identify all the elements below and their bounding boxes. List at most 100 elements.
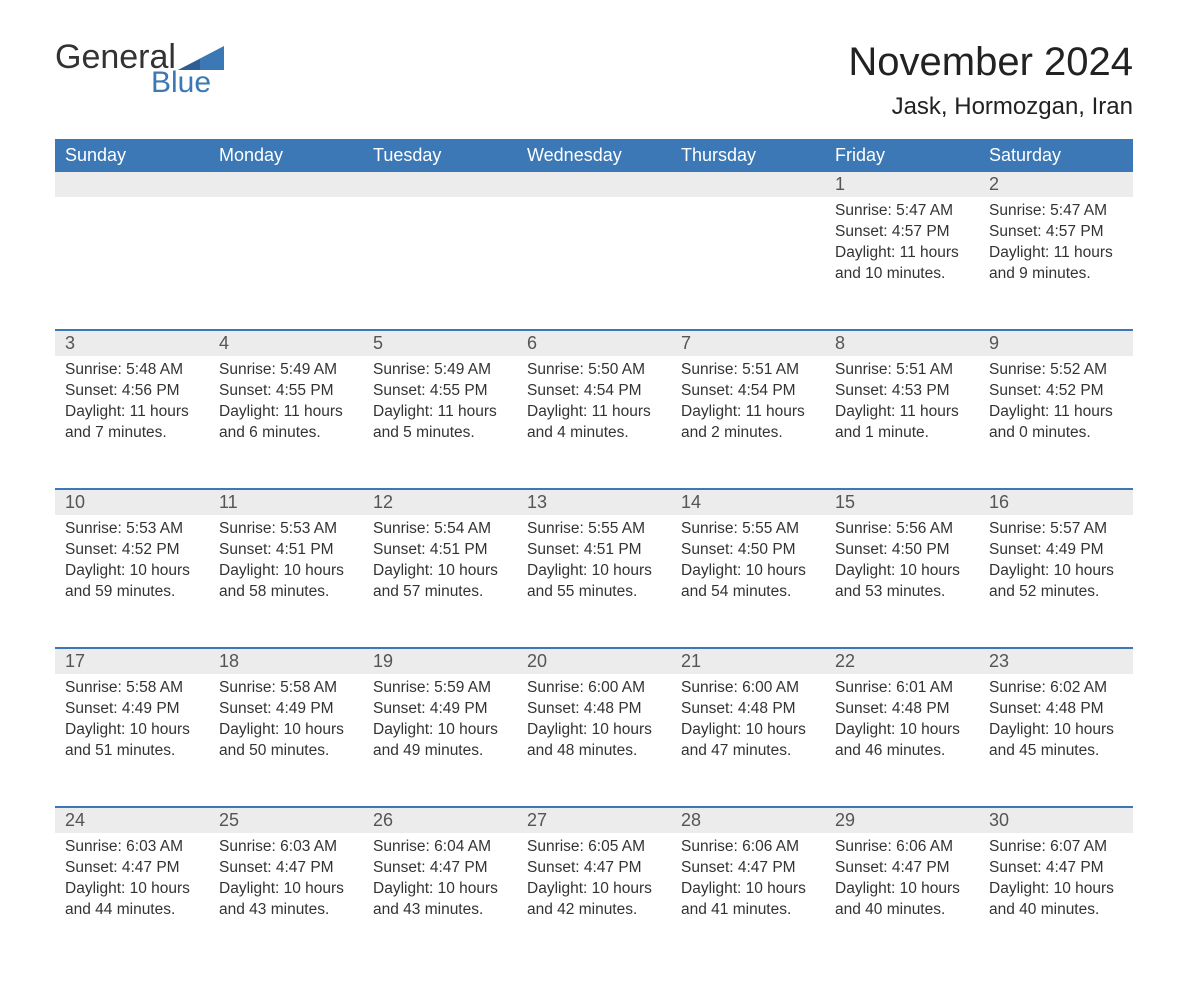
day-details: Sunrise: 5:55 AMSunset: 4:51 PMDaylight:…	[517, 515, 671, 613]
day-number: 23	[979, 647, 1133, 674]
daylight-text: Daylight: 10 hours and 53 minutes.	[835, 561, 969, 603]
day-details: Sunrise: 5:51 AMSunset: 4:54 PMDaylight:…	[671, 356, 825, 454]
day-details: Sunrise: 6:01 AMSunset: 4:48 PMDaylight:…	[825, 674, 979, 772]
day-cell: Sunrise: 5:55 AMSunset: 4:50 PMDaylight:…	[671, 515, 825, 647]
day-cell	[55, 197, 209, 329]
weekday-header-row: Sunday Monday Tuesday Wednesday Thursday…	[55, 139, 1133, 172]
day-cell: Sunrise: 6:01 AMSunset: 4:48 PMDaylight:…	[825, 674, 979, 806]
sunset-text: Sunset: 4:57 PM	[835, 222, 969, 243]
daylight-text: Daylight: 10 hours and 40 minutes.	[989, 879, 1123, 921]
sunrise-text: Sunrise: 6:00 AM	[681, 678, 815, 699]
col-monday: Monday	[209, 139, 363, 172]
day-number-cell	[517, 172, 671, 197]
day-number-cell: 4	[209, 329, 363, 356]
day-number-cell: 20	[517, 647, 671, 674]
day-details: Sunrise: 5:47 AMSunset: 4:57 PMDaylight:…	[979, 197, 1133, 295]
sunrise-text: Sunrise: 6:00 AM	[527, 678, 661, 699]
sunrise-text: Sunrise: 5:51 AM	[835, 360, 969, 381]
day-number: 3	[55, 329, 209, 356]
day-cell: Sunrise: 6:03 AMSunset: 4:47 PMDaylight:…	[209, 833, 363, 965]
day-number-cell: 12	[363, 488, 517, 515]
day-details: Sunrise: 6:03 AMSunset: 4:47 PMDaylight:…	[55, 833, 209, 931]
daylight-text: Daylight: 11 hours and 6 minutes.	[219, 402, 353, 444]
week-daynum-row: 24252627282930	[55, 806, 1133, 833]
day-number: 2	[979, 172, 1133, 197]
sunset-text: Sunset: 4:48 PM	[835, 699, 969, 720]
day-number: 21	[671, 647, 825, 674]
day-number: 8	[825, 329, 979, 356]
daylight-text: Daylight: 10 hours and 41 minutes.	[681, 879, 815, 921]
day-number-cell: 21	[671, 647, 825, 674]
day-number-cell: 28	[671, 806, 825, 833]
day-cell: Sunrise: 5:57 AMSunset: 4:49 PMDaylight:…	[979, 515, 1133, 647]
sunrise-text: Sunrise: 5:56 AM	[835, 519, 969, 540]
day-cell: Sunrise: 5:53 AMSunset: 4:52 PMDaylight:…	[55, 515, 209, 647]
sunset-text: Sunset: 4:48 PM	[527, 699, 661, 720]
sunrise-text: Sunrise: 6:06 AM	[835, 837, 969, 858]
day-number: 17	[55, 647, 209, 674]
day-details: Sunrise: 6:03 AMSunset: 4:47 PMDaylight:…	[209, 833, 363, 931]
sunrise-text: Sunrise: 6:03 AM	[219, 837, 353, 858]
brand-logo: General Blue	[55, 40, 224, 98]
day-number: 30	[979, 806, 1133, 833]
day-cell: Sunrise: 6:07 AMSunset: 4:47 PMDaylight:…	[979, 833, 1133, 965]
day-cell: Sunrise: 5:58 AMSunset: 4:49 PMDaylight:…	[209, 674, 363, 806]
sunrise-text: Sunrise: 5:55 AM	[681, 519, 815, 540]
sunrise-text: Sunrise: 6:06 AM	[681, 837, 815, 858]
day-number-cell: 3	[55, 329, 209, 356]
daylight-text: Daylight: 10 hours and 45 minutes.	[989, 720, 1123, 762]
sunrise-text: Sunrise: 5:48 AM	[65, 360, 199, 381]
week-daynum-row: 3456789	[55, 329, 1133, 356]
day-number-cell: 2	[979, 172, 1133, 197]
sunset-text: Sunset: 4:49 PM	[65, 699, 199, 720]
day-details: Sunrise: 5:58 AMSunset: 4:49 PMDaylight:…	[209, 674, 363, 772]
sunrise-text: Sunrise: 5:57 AM	[989, 519, 1123, 540]
sunrise-text: Sunrise: 5:49 AM	[219, 360, 353, 381]
day-details: Sunrise: 5:52 AMSunset: 4:52 PMDaylight:…	[979, 356, 1133, 454]
day-number: 1	[825, 172, 979, 197]
daylight-text: Daylight: 11 hours and 4 minutes.	[527, 402, 661, 444]
sunset-text: Sunset: 4:47 PM	[373, 858, 507, 879]
sunrise-text: Sunrise: 6:04 AM	[373, 837, 507, 858]
sunset-text: Sunset: 4:55 PM	[219, 381, 353, 402]
sunset-text: Sunset: 4:47 PM	[835, 858, 969, 879]
sunset-text: Sunset: 4:54 PM	[681, 381, 815, 402]
day-cell	[671, 197, 825, 329]
day-cell: Sunrise: 5:51 AMSunset: 4:53 PMDaylight:…	[825, 356, 979, 488]
day-number-cell: 24	[55, 806, 209, 833]
sunset-text: Sunset: 4:54 PM	[527, 381, 661, 402]
header: General Blue November 2024 Jask, Hormozg…	[55, 40, 1133, 121]
daylight-text: Daylight: 10 hours and 57 minutes.	[373, 561, 507, 603]
day-details: Sunrise: 6:02 AMSunset: 4:48 PMDaylight:…	[979, 674, 1133, 772]
week-body-row: Sunrise: 5:58 AMSunset: 4:49 PMDaylight:…	[55, 674, 1133, 806]
daylight-text: Daylight: 11 hours and 2 minutes.	[681, 402, 815, 444]
day-details: Sunrise: 6:05 AMSunset: 4:47 PMDaylight:…	[517, 833, 671, 931]
sunrise-text: Sunrise: 5:58 AM	[65, 678, 199, 699]
sunset-text: Sunset: 4:53 PM	[835, 381, 969, 402]
daylight-text: Daylight: 10 hours and 43 minutes.	[373, 879, 507, 921]
day-number: 29	[825, 806, 979, 833]
day-number: 28	[671, 806, 825, 833]
day-number	[671, 172, 825, 197]
day-details: Sunrise: 5:59 AMSunset: 4:49 PMDaylight:…	[363, 674, 517, 772]
day-cell: Sunrise: 5:56 AMSunset: 4:50 PMDaylight:…	[825, 515, 979, 647]
sunset-text: Sunset: 4:56 PM	[65, 381, 199, 402]
day-details: Sunrise: 5:47 AMSunset: 4:57 PMDaylight:…	[825, 197, 979, 295]
day-number-cell: 18	[209, 647, 363, 674]
day-details: Sunrise: 5:53 AMSunset: 4:52 PMDaylight:…	[55, 515, 209, 613]
day-number-cell: 30	[979, 806, 1133, 833]
day-number-cell: 29	[825, 806, 979, 833]
sunset-text: Sunset: 4:47 PM	[527, 858, 661, 879]
daylight-text: Daylight: 10 hours and 50 minutes.	[219, 720, 353, 762]
day-cell: Sunrise: 5:55 AMSunset: 4:51 PMDaylight:…	[517, 515, 671, 647]
day-cell: Sunrise: 5:47 AMSunset: 4:57 PMDaylight:…	[979, 197, 1133, 329]
day-details: Sunrise: 6:06 AMSunset: 4:47 PMDaylight:…	[671, 833, 825, 931]
sunset-text: Sunset: 4:52 PM	[65, 540, 199, 561]
daylight-text: Daylight: 10 hours and 51 minutes.	[65, 720, 199, 762]
day-details: Sunrise: 5:53 AMSunset: 4:51 PMDaylight:…	[209, 515, 363, 613]
sunrise-text: Sunrise: 5:47 AM	[835, 201, 969, 222]
day-cell: Sunrise: 6:06 AMSunset: 4:47 PMDaylight:…	[825, 833, 979, 965]
sunrise-text: Sunrise: 5:50 AM	[527, 360, 661, 381]
day-number: 26	[363, 806, 517, 833]
day-number: 18	[209, 647, 363, 674]
